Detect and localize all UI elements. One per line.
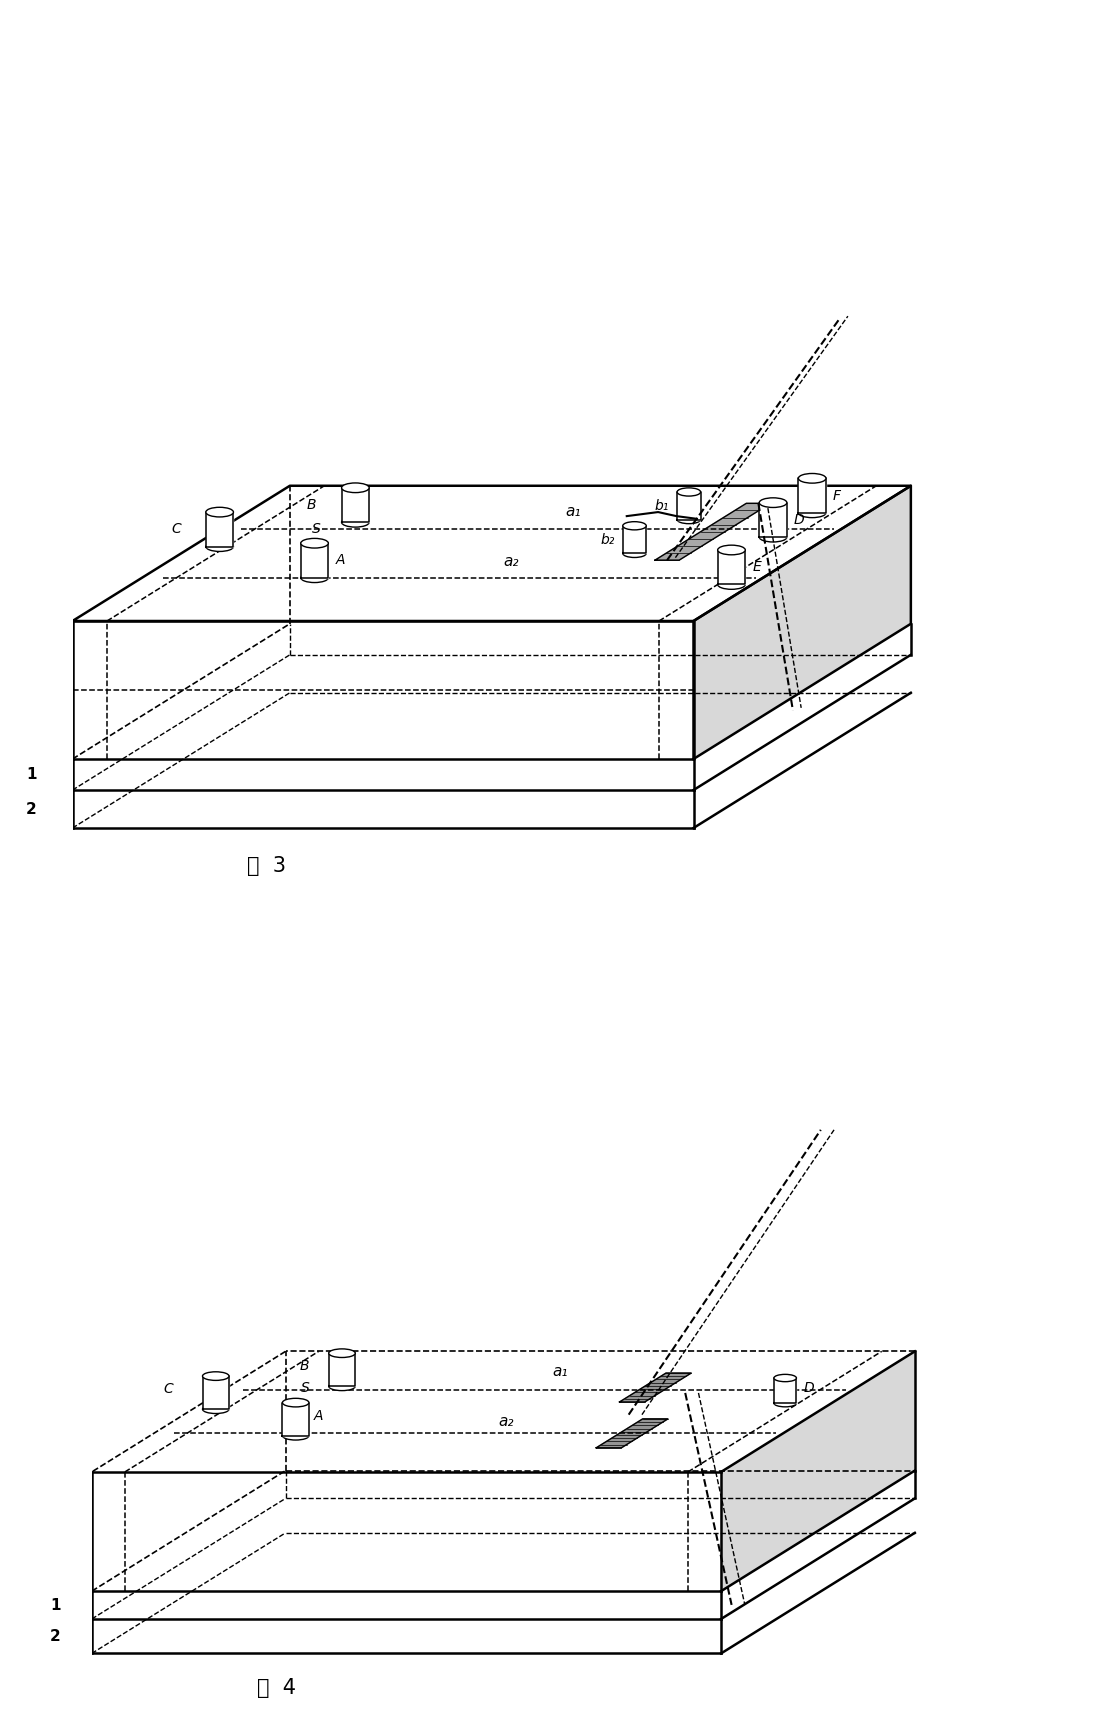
Text: a₂: a₂ — [503, 554, 519, 569]
Ellipse shape — [202, 1371, 229, 1380]
Polygon shape — [301, 543, 329, 578]
Ellipse shape — [329, 1349, 356, 1358]
Polygon shape — [202, 1377, 229, 1409]
Polygon shape — [677, 492, 701, 519]
Polygon shape — [329, 1352, 356, 1387]
Text: a₁: a₁ — [565, 504, 580, 519]
Polygon shape — [72, 621, 693, 759]
Ellipse shape — [301, 538, 329, 549]
Text: 2: 2 — [50, 1628, 61, 1644]
Ellipse shape — [759, 499, 787, 507]
Text: 图  3: 图 3 — [248, 856, 287, 876]
Text: b₂: b₂ — [600, 533, 614, 547]
Polygon shape — [282, 1402, 309, 1435]
Polygon shape — [799, 478, 825, 512]
Ellipse shape — [282, 1432, 309, 1440]
Ellipse shape — [677, 488, 701, 497]
Polygon shape — [655, 504, 770, 561]
Text: S: S — [301, 1382, 310, 1396]
Text: D: D — [803, 1382, 814, 1396]
Text: S: S — [312, 523, 321, 536]
Polygon shape — [693, 486, 911, 759]
Text: 1: 1 — [50, 1597, 61, 1613]
Text: A: A — [314, 1409, 323, 1423]
Ellipse shape — [282, 1399, 309, 1408]
Polygon shape — [718, 550, 745, 585]
Text: b₁: b₁ — [654, 499, 669, 512]
Text: F: F — [833, 488, 841, 502]
Text: 图  4: 图 4 — [258, 1678, 297, 1699]
Ellipse shape — [799, 473, 825, 483]
Polygon shape — [92, 1471, 721, 1590]
Text: B: B — [307, 499, 317, 512]
Ellipse shape — [301, 573, 329, 583]
Text: a₁: a₁ — [553, 1364, 568, 1380]
Text: B: B — [299, 1359, 309, 1373]
Ellipse shape — [329, 1382, 356, 1390]
Ellipse shape — [341, 483, 369, 493]
Text: C: C — [171, 523, 181, 536]
Ellipse shape — [677, 516, 701, 524]
Polygon shape — [774, 1378, 797, 1402]
Ellipse shape — [774, 1399, 797, 1408]
Ellipse shape — [718, 545, 745, 555]
Polygon shape — [623, 526, 647, 554]
Ellipse shape — [206, 542, 233, 552]
Polygon shape — [759, 502, 787, 536]
Ellipse shape — [774, 1375, 797, 1382]
Text: A: A — [336, 554, 344, 568]
Ellipse shape — [623, 521, 647, 530]
Ellipse shape — [799, 507, 825, 518]
Ellipse shape — [718, 580, 745, 590]
Ellipse shape — [623, 549, 647, 557]
Polygon shape — [92, 1351, 914, 1471]
Polygon shape — [341, 488, 369, 523]
Ellipse shape — [202, 1404, 229, 1413]
Text: 1: 1 — [26, 768, 37, 781]
Text: D: D — [793, 512, 804, 526]
Text: a₂: a₂ — [499, 1414, 514, 1428]
Polygon shape — [72, 656, 911, 790]
Ellipse shape — [759, 533, 787, 542]
Ellipse shape — [341, 518, 369, 528]
Text: 2: 2 — [26, 802, 37, 816]
Polygon shape — [620, 1373, 691, 1402]
Polygon shape — [721, 1351, 914, 1590]
Ellipse shape — [206, 507, 233, 518]
Polygon shape — [206, 512, 233, 547]
Polygon shape — [597, 1420, 668, 1447]
Polygon shape — [72, 486, 911, 621]
Text: C: C — [163, 1382, 172, 1396]
Text: E: E — [752, 561, 761, 574]
